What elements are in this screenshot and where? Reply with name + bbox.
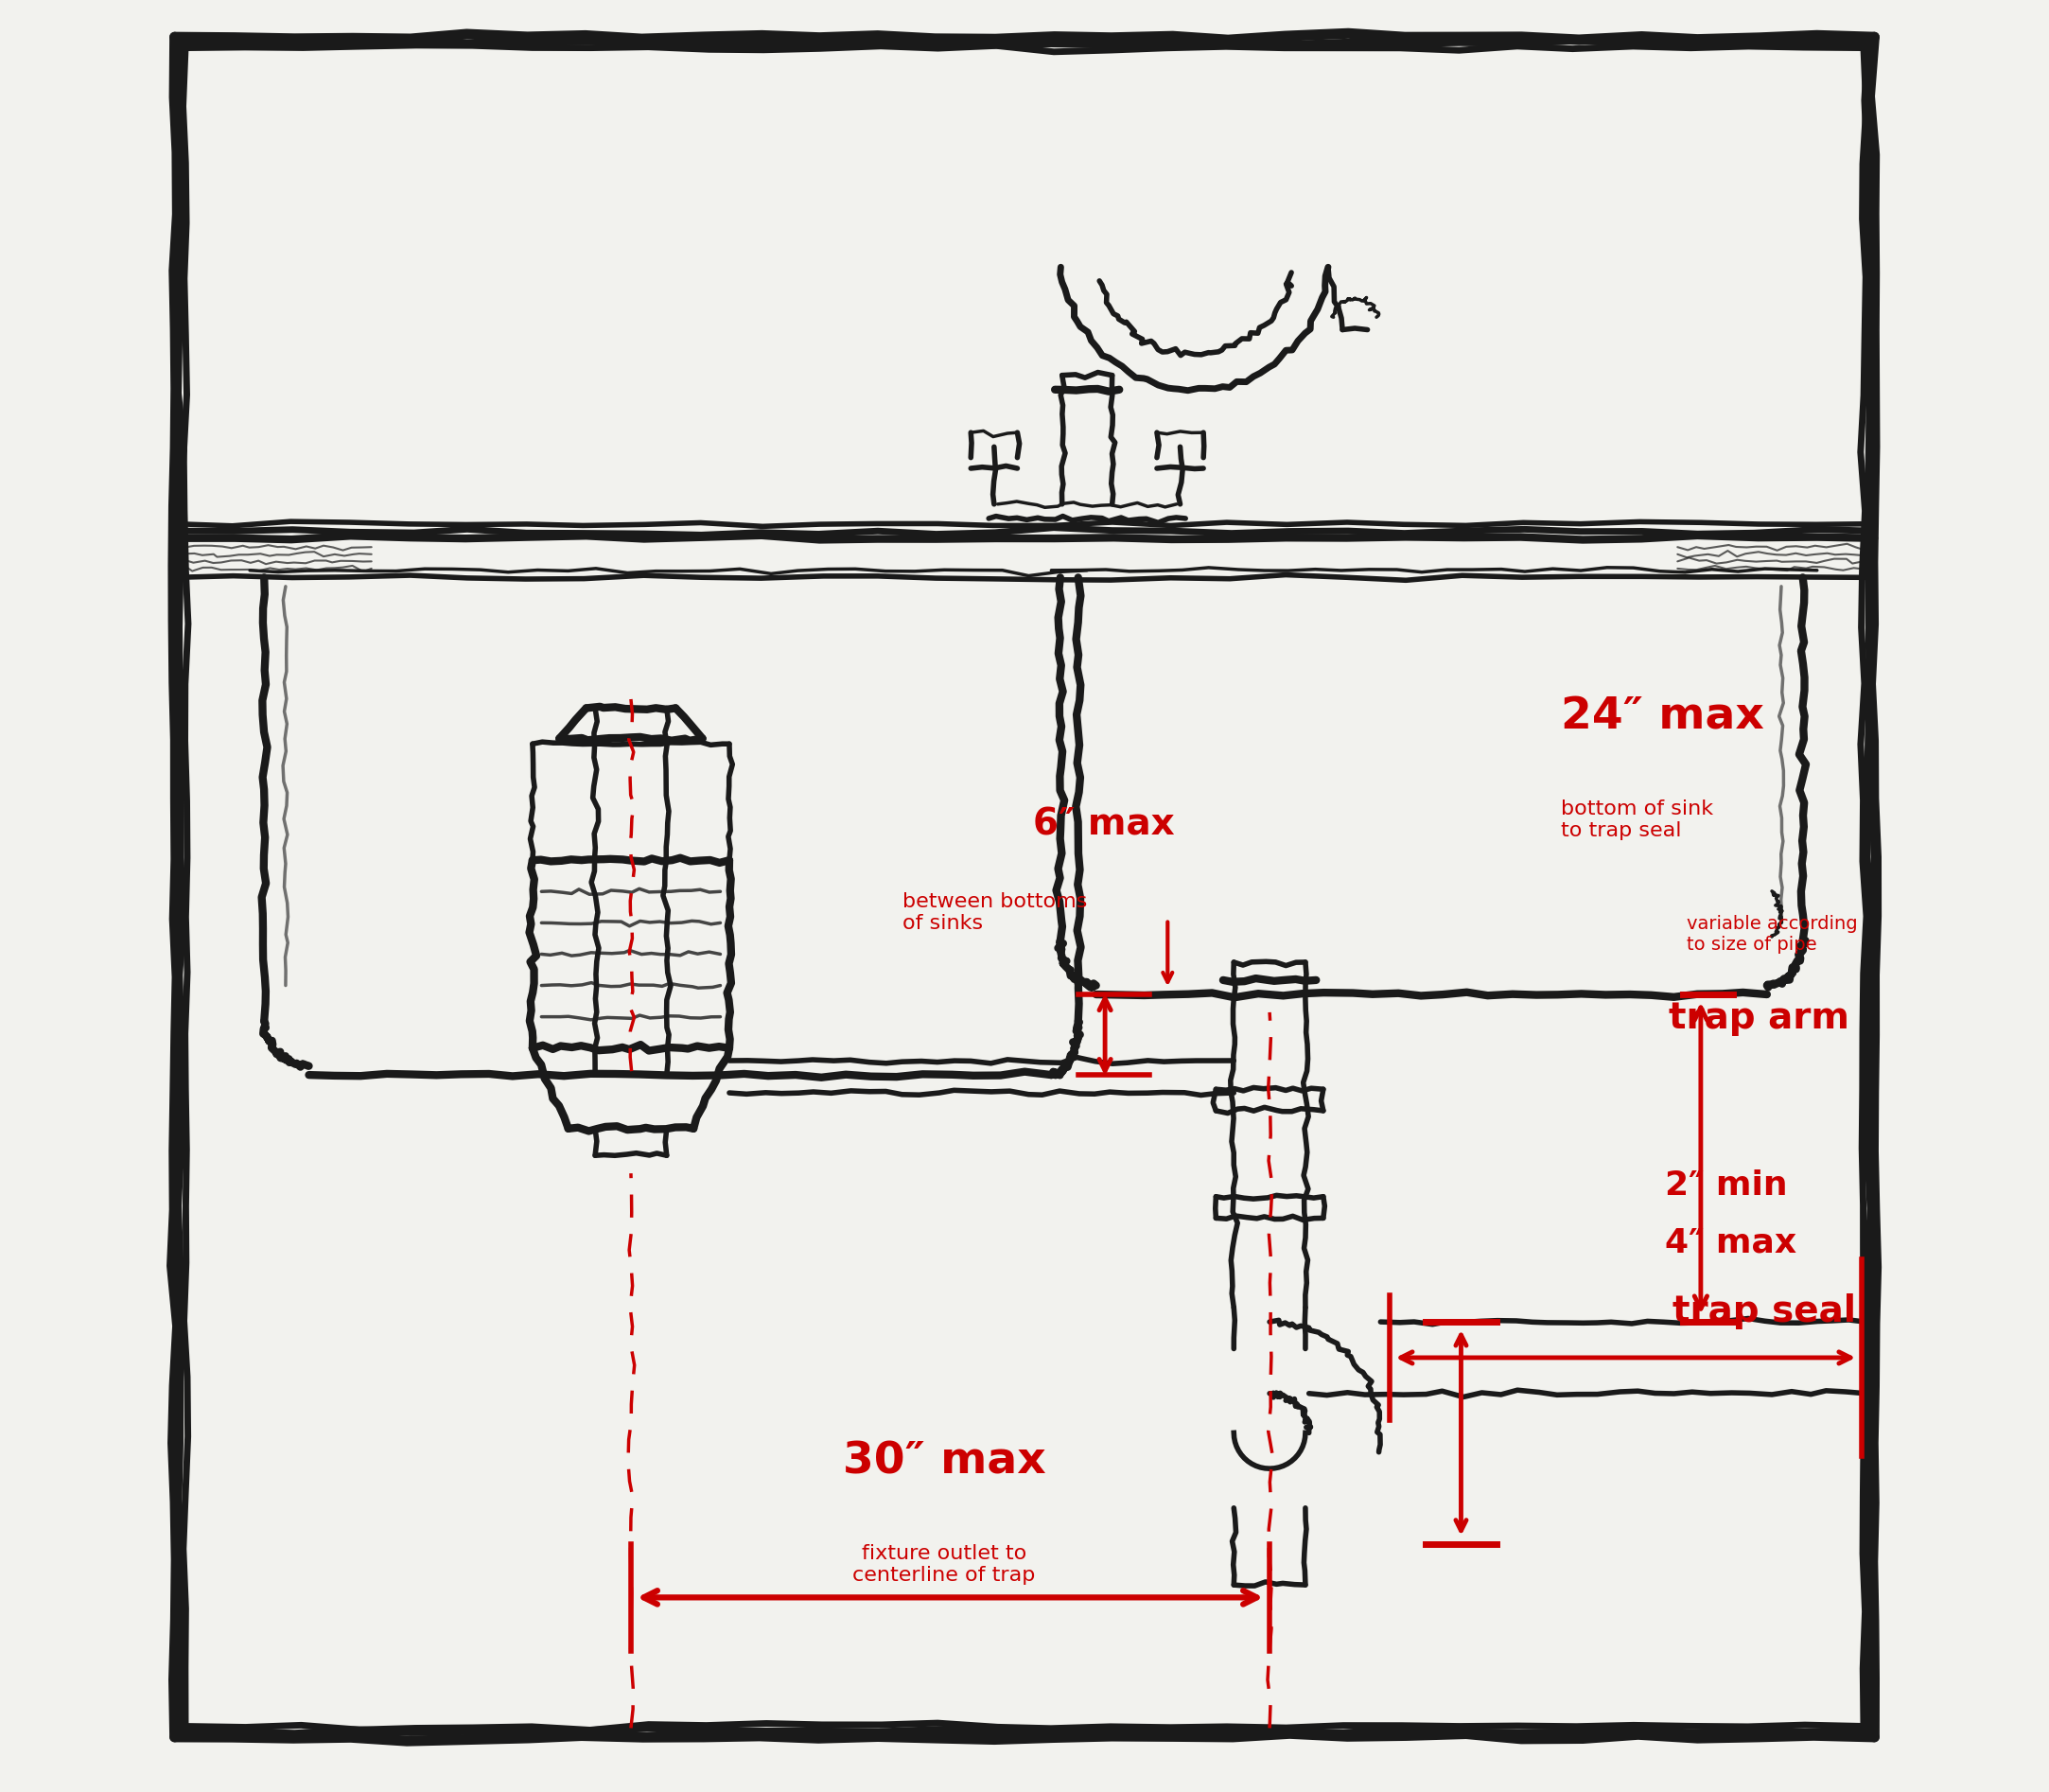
Text: trap seal: trap seal (1672, 1294, 1856, 1330)
Text: fixture outlet to
centerline of trap: fixture outlet to centerline of trap (852, 1543, 1035, 1584)
Text: 30″ max: 30″ max (842, 1441, 1045, 1484)
Text: 24″ max: 24″ max (1561, 695, 1764, 738)
Text: 2″ min: 2″ min (1666, 1170, 1787, 1202)
Text: 6″ max: 6″ max (1033, 806, 1176, 842)
Text: between bottoms
of sinks: between bottoms of sinks (904, 892, 1088, 934)
Text: trap arm: trap arm (1668, 1000, 1850, 1036)
Text: variable according
to size of pipe: variable according to size of pipe (1686, 914, 1856, 953)
Text: bottom of sink
to trap seal: bottom of sink to trap seal (1561, 799, 1713, 840)
Text: 4″ max: 4″ max (1666, 1228, 1797, 1260)
